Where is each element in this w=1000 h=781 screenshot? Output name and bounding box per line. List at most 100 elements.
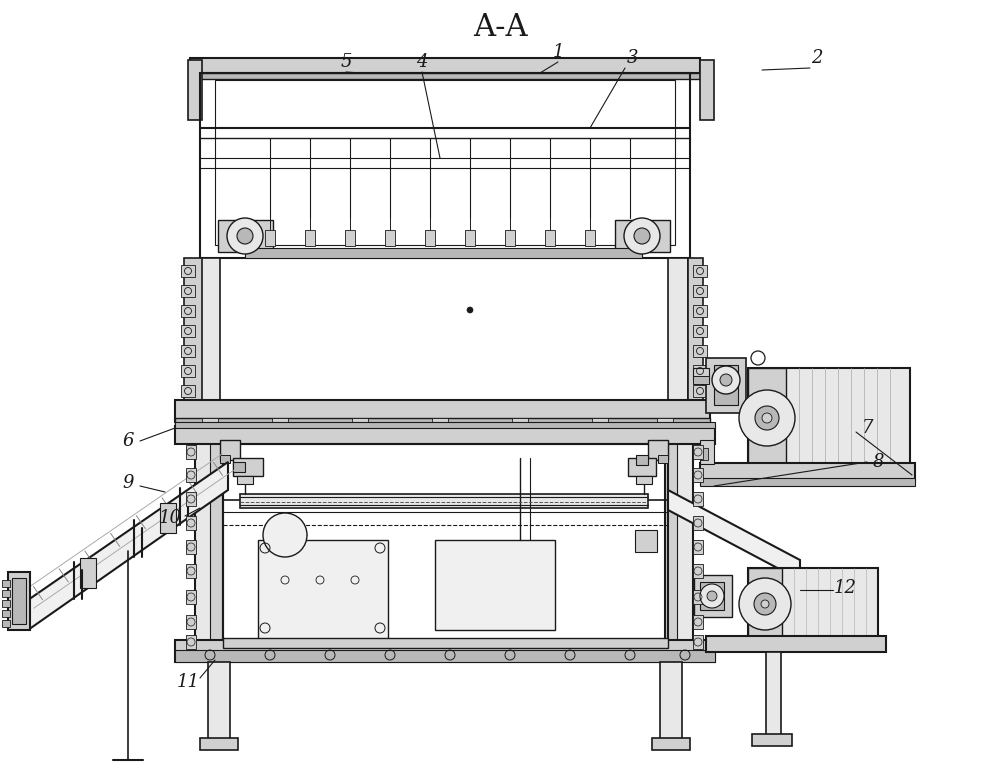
Bar bbox=[2, 610, 10, 617]
Bar bbox=[660, 662, 682, 744]
Circle shape bbox=[467, 307, 473, 313]
Bar bbox=[693, 265, 707, 277]
Bar bbox=[2, 590, 10, 597]
Bar bbox=[693, 365, 707, 377]
Bar bbox=[652, 738, 690, 750]
Circle shape bbox=[739, 390, 795, 446]
Circle shape bbox=[227, 218, 263, 254]
Bar bbox=[693, 325, 707, 337]
Text: 11: 11 bbox=[176, 673, 200, 691]
Bar bbox=[700, 440, 714, 464]
Bar bbox=[181, 385, 195, 397]
Bar bbox=[2, 600, 10, 607]
Bar bbox=[694, 575, 732, 617]
Bar bbox=[175, 650, 715, 662]
Circle shape bbox=[624, 218, 660, 254]
Bar bbox=[80, 558, 96, 588]
Bar bbox=[223, 638, 668, 648]
Bar bbox=[181, 365, 195, 377]
Bar bbox=[748, 568, 878, 640]
Bar bbox=[175, 426, 715, 444]
Bar bbox=[265, 230, 275, 246]
Bar bbox=[233, 458, 263, 476]
Bar bbox=[688, 258, 703, 403]
Bar bbox=[615, 220, 670, 252]
Bar bbox=[693, 635, 703, 649]
Bar bbox=[181, 285, 195, 297]
Circle shape bbox=[762, 413, 772, 423]
Bar bbox=[748, 368, 910, 468]
Bar bbox=[181, 305, 195, 317]
Bar bbox=[693, 345, 707, 357]
Bar bbox=[200, 73, 690, 258]
Bar bbox=[693, 516, 703, 530]
Bar bbox=[186, 468, 196, 482]
Bar bbox=[190, 73, 700, 79]
Bar bbox=[210, 426, 222, 656]
Bar bbox=[220, 455, 230, 463]
Bar bbox=[665, 426, 693, 656]
Bar bbox=[245, 248, 642, 258]
Bar bbox=[175, 422, 715, 428]
Bar bbox=[700, 60, 714, 120]
Polygon shape bbox=[668, 490, 800, 580]
Circle shape bbox=[761, 600, 769, 608]
Bar bbox=[766, 652, 781, 740]
Bar bbox=[186, 540, 196, 554]
Text: 12: 12 bbox=[834, 579, 856, 597]
Bar bbox=[635, 530, 657, 552]
Bar bbox=[175, 400, 710, 422]
Bar bbox=[693, 368, 709, 380]
Bar bbox=[352, 418, 368, 428]
Bar bbox=[585, 230, 595, 246]
Bar bbox=[186, 564, 196, 578]
Bar bbox=[215, 80, 675, 245]
Bar bbox=[700, 582, 724, 610]
Bar bbox=[693, 468, 703, 482]
Bar bbox=[160, 503, 176, 533]
Circle shape bbox=[720, 374, 732, 386]
Bar bbox=[218, 220, 273, 252]
Text: 6: 6 bbox=[122, 432, 134, 450]
Bar bbox=[186, 492, 196, 506]
Bar bbox=[658, 455, 668, 463]
Text: 7: 7 bbox=[862, 419, 874, 437]
Bar bbox=[628, 458, 656, 476]
Polygon shape bbox=[28, 462, 228, 630]
Circle shape bbox=[755, 406, 779, 430]
Bar bbox=[186, 445, 196, 459]
Bar bbox=[220, 440, 240, 460]
Bar bbox=[714, 365, 738, 405]
Bar bbox=[545, 230, 555, 246]
Bar bbox=[202, 418, 218, 428]
Bar bbox=[693, 540, 703, 554]
Bar bbox=[175, 418, 710, 426]
Text: 9: 9 bbox=[122, 474, 134, 492]
Bar bbox=[465, 230, 475, 246]
Circle shape bbox=[263, 513, 307, 557]
Bar bbox=[693, 376, 709, 384]
Bar bbox=[668, 258, 688, 403]
Bar bbox=[693, 385, 707, 397]
Bar bbox=[175, 640, 715, 662]
Bar bbox=[425, 230, 435, 246]
Text: A-A: A-A bbox=[473, 12, 527, 44]
Bar bbox=[752, 734, 792, 746]
Bar bbox=[181, 325, 195, 337]
Circle shape bbox=[634, 228, 650, 244]
Bar bbox=[188, 60, 202, 120]
Bar bbox=[345, 230, 355, 246]
Bar bbox=[223, 444, 668, 642]
Bar bbox=[657, 418, 673, 428]
Text: 4: 4 bbox=[416, 53, 428, 71]
Bar bbox=[200, 738, 238, 750]
Bar bbox=[186, 615, 196, 629]
Bar bbox=[240, 494, 648, 508]
Circle shape bbox=[700, 584, 724, 608]
Circle shape bbox=[237, 228, 253, 244]
Bar bbox=[665, 426, 677, 656]
Bar bbox=[636, 476, 652, 484]
Bar bbox=[208, 662, 230, 744]
Circle shape bbox=[754, 593, 776, 615]
Text: 10: 10 bbox=[158, 509, 182, 527]
